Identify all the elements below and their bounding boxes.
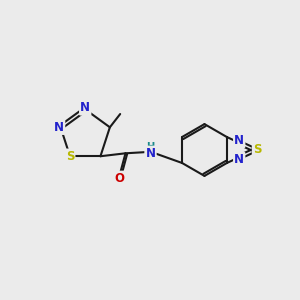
Text: N: N: [54, 121, 64, 134]
Text: N: N: [80, 101, 90, 114]
Text: O: O: [115, 172, 124, 185]
Text: N: N: [146, 147, 155, 160]
Text: S: S: [253, 143, 262, 157]
Text: S: S: [66, 150, 74, 163]
Text: N: N: [234, 134, 244, 147]
Text: N: N: [234, 153, 244, 166]
Text: H: H: [146, 142, 154, 152]
